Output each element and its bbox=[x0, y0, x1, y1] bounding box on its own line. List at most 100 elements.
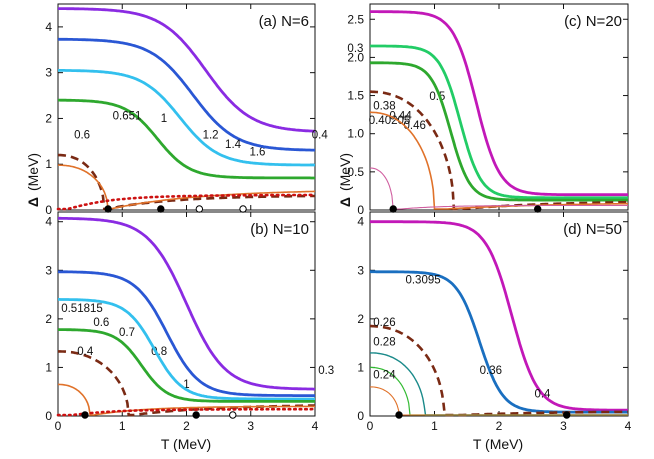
series-line-1.6 bbox=[58, 7, 315, 133]
series-label-0.7: 0.7 bbox=[119, 327, 135, 339]
y-tick-label: 4 bbox=[45, 20, 52, 34]
series-line-0.3 bbox=[56, 407, 317, 417]
transition-point bbox=[195, 205, 204, 213]
transition-point bbox=[192, 411, 200, 419]
y-tick-label: 0.5 bbox=[347, 165, 364, 179]
panel-d: 0 1 2 3 4 0 1 2 3 4 0.4 0.36 0.3095 0.28 0.26 0.24 (d) N… bbox=[357, 211, 632, 433]
transition-point bbox=[157, 205, 165, 213]
series-label-0.4: 0.4 bbox=[77, 346, 94, 358]
series-label-0.38: 0.38 bbox=[373, 101, 395, 113]
y-axis-symbol: Δ bbox=[337, 197, 353, 207]
y-tick-label: 4 bbox=[45, 215, 52, 229]
x-tick-label: 3 bbox=[247, 419, 254, 433]
series-label-0.36: 0.36 bbox=[480, 365, 502, 377]
transition-point bbox=[104, 205, 112, 213]
transition-point bbox=[239, 205, 247, 213]
series-line-0.38 bbox=[370, 111, 629, 210]
transition-point bbox=[534, 205, 542, 213]
y-tick-label: 2 bbox=[357, 312, 364, 326]
series-line-0.3095 bbox=[370, 324, 629, 417]
series-line-0.36 bbox=[370, 270, 628, 414]
panel-a: 0 1 2 3 4 1.6 1.4 1.2 1 0.651 0.6 0.4 (a) N=6 bbox=[45, 3, 329, 217]
axes-frame-c bbox=[369, 3, 629, 211]
series-label-0.26: 0.26 bbox=[373, 317, 395, 329]
x-tick-label: 0 bbox=[367, 419, 374, 433]
y-tick-label: 2 bbox=[45, 312, 52, 326]
series-line-0.46 bbox=[370, 44, 628, 200]
series-label-0.6: 0.6 bbox=[93, 317, 109, 329]
panel-title-a: (a) N=6 bbox=[259, 13, 309, 30]
x-tick-label: 3 bbox=[560, 419, 567, 433]
y-axis-symbol: Δ bbox=[25, 197, 41, 207]
x-tick-label: 4 bbox=[625, 419, 632, 433]
series-label-0.6: 0.6 bbox=[74, 130, 90, 142]
y-tick-label: 4 bbox=[357, 215, 364, 229]
transition-point bbox=[229, 411, 237, 419]
series-line-0.24 bbox=[370, 386, 628, 416]
y-tick-label: 2.5 bbox=[347, 12, 364, 26]
series-label-0.40205: 0.40205 bbox=[369, 115, 411, 127]
series-label-0.51815: 0.51815 bbox=[61, 303, 103, 315]
series-label-0.24: 0.24 bbox=[373, 370, 396, 382]
series-label-1: 1 bbox=[161, 113, 167, 125]
x-tick-label: 1 bbox=[431, 419, 438, 433]
series-label-0.3: 0.3 bbox=[318, 365, 334, 377]
series-line-1 bbox=[58, 216, 315, 391]
y-axis-label-right: Δ (MeV) bbox=[337, 153, 353, 207]
series-line-0.651 bbox=[58, 153, 315, 211]
series-label-0.4: 0.4 bbox=[312, 130, 329, 142]
series-label-0.4: 0.4 bbox=[534, 389, 551, 401]
series-line-0.6 bbox=[58, 164, 315, 210]
y-tick-label: 2.0 bbox=[347, 50, 364, 64]
y-axis-unit: (MeV) bbox=[25, 153, 41, 191]
x-axis-label-left: T (MeV) bbox=[161, 436, 211, 452]
y-tick-label: 3 bbox=[45, 263, 52, 277]
series-line-0.8 bbox=[57, 270, 315, 397]
y-tick-label: 0 bbox=[45, 409, 52, 423]
series-line-0.4 bbox=[58, 383, 315, 416]
series-line-0.4 bbox=[370, 220, 628, 412]
panel-title-d: (d) N=50 bbox=[563, 221, 622, 238]
y-tick-label: 1 bbox=[357, 360, 364, 374]
series-line-1 bbox=[58, 98, 315, 180]
series-line-0.3 bbox=[369, 167, 628, 210]
y-tick-label: 1.5 bbox=[347, 89, 364, 103]
panel-title-b: (b) N=10 bbox=[250, 221, 309, 238]
y-tick-label: 1 bbox=[45, 157, 52, 171]
series-label-0.28: 0.28 bbox=[373, 336, 395, 348]
y-tick-label: 1.0 bbox=[347, 127, 364, 141]
series-line-0.4 bbox=[56, 193, 317, 211]
series-label-1: 1 bbox=[183, 379, 189, 391]
series-label-0.3: 0.3 bbox=[347, 43, 363, 55]
series-label-0.3095: 0.3095 bbox=[405, 274, 440, 286]
series-line-0.6 bbox=[57, 328, 315, 403]
y-tick-label: 2 bbox=[45, 111, 52, 125]
series-line-1.2 bbox=[58, 69, 316, 167]
panel-title-c: (c) N=20 bbox=[564, 13, 622, 30]
y-tick-label: 1 bbox=[45, 360, 52, 374]
axes-frame-d bbox=[369, 211, 629, 417]
series-line-1.4 bbox=[57, 37, 315, 152]
series-line-0.40205 bbox=[370, 90, 628, 211]
x-tick-label: 4 bbox=[312, 419, 319, 433]
x-axis-label-right: T (MeV) bbox=[473, 436, 523, 452]
y-tick-label: 3 bbox=[357, 263, 364, 277]
x-tick-label: 1 bbox=[119, 419, 126, 433]
transition-point bbox=[563, 411, 571, 419]
transition-point bbox=[389, 205, 397, 213]
series-label-1.6: 1.6 bbox=[249, 146, 265, 158]
y-axis-unit: (MeV) bbox=[337, 153, 353, 191]
transition-point bbox=[81, 411, 89, 419]
series-label-0.651: 0.651 bbox=[113, 110, 142, 122]
panel-c: 00.51.01.52.02.50.50.460.440.402050.380.… bbox=[347, 3, 629, 217]
x-tick-label: 2 bbox=[183, 419, 190, 433]
y-axis-label-left: Δ (MeV) bbox=[25, 153, 41, 207]
series-line-0.5 bbox=[370, 10, 628, 197]
x-tick-label: 2 bbox=[496, 419, 503, 433]
y-tick-label: 0 bbox=[45, 203, 52, 217]
y-tick-label: 3 bbox=[45, 66, 52, 80]
x-tick-label: 0 bbox=[55, 419, 62, 433]
series-label-1.4: 1.4 bbox=[225, 139, 242, 151]
